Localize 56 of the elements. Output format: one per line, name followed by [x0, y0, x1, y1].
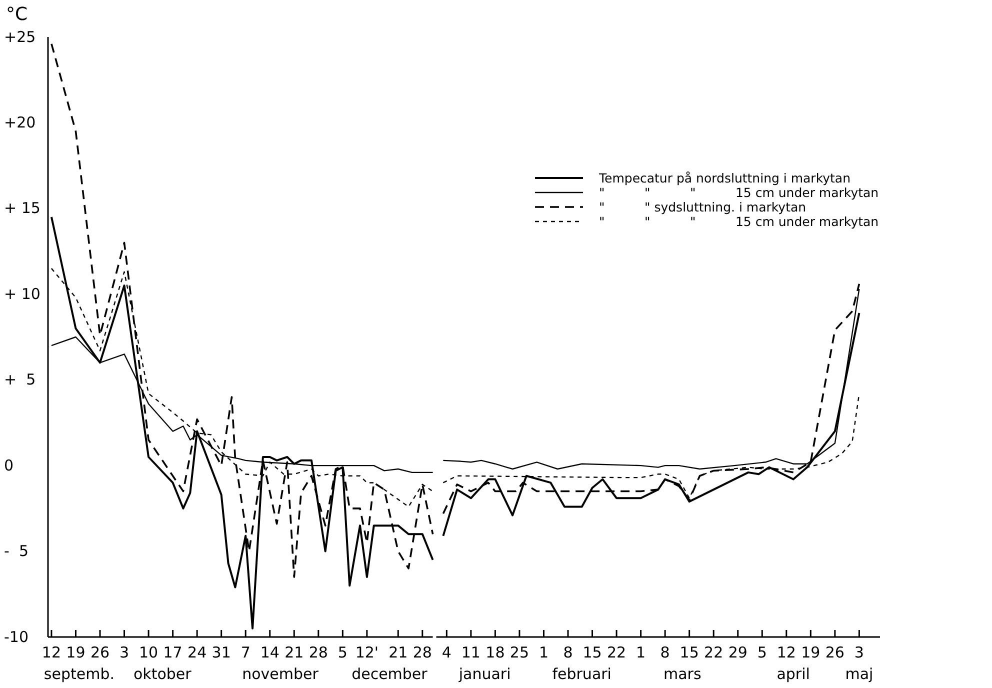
legend-label: " " " 15 cm under markytan [599, 185, 879, 200]
x-tick-label: 15 [582, 644, 602, 662]
x-tick-label: 12 [776, 644, 796, 662]
x-tick-label: 25 [510, 644, 530, 662]
text: januari [458, 665, 511, 683]
x-tick-label: 19 [66, 644, 86, 662]
x-tick-label: 24 [188, 644, 207, 662]
x-tick-label: 22 [704, 644, 724, 662]
x-tick-label: 15 [680, 644, 699, 662]
x-tick-label: 31 [212, 644, 231, 662]
x-tick-label: 26 [90, 644, 110, 662]
text: november [242, 665, 320, 683]
x-tick-label: 1 [538, 644, 549, 662]
x-tick-label: 8 [660, 644, 670, 662]
x-tick-label: 26 [825, 644, 844, 662]
x-tick-label: 3 [854, 644, 864, 662]
text: maj [845, 665, 874, 683]
y-tick-label: + 5 [4, 370, 36, 389]
text: oktober [133, 665, 192, 683]
x-tick-label: 21 [284, 644, 304, 662]
y-axis-title: °C [6, 4, 28, 25]
x-tick-label: 12' [355, 644, 379, 662]
x-tick-label: 19 [801, 644, 820, 662]
x-tick-label: 14 [260, 644, 280, 662]
legend-label: " " sydsluttning. i markytan [599, 200, 806, 214]
text: mars [664, 665, 702, 683]
x-tick-label: 28 [412, 644, 432, 662]
y-tick-label: + 15 [4, 199, 40, 218]
x-tick-label: 28 [308, 644, 328, 662]
x-tick-label: 22 [606, 644, 626, 662]
x-tick-label: 5 [338, 644, 348, 662]
x-tick-label: 17 [163, 644, 182, 662]
legend-label: " " " 15 cm under markytan [599, 214, 879, 229]
x-tick-label: 29 [728, 644, 748, 662]
x-tick-label: 11 [461, 644, 480, 662]
y-tick-label: 0 [4, 456, 14, 474]
text: april [776, 665, 810, 683]
x-tick-label: 21 [388, 644, 408, 662]
x-tick-label: 3 [119, 644, 130, 662]
x-tick-label: 10 [138, 644, 158, 662]
y-tick-label: +25 [4, 28, 36, 46]
text: septemb. [44, 665, 114, 683]
x-tick-label: 4 [442, 644, 452, 662]
text: december [352, 665, 428, 683]
text: februari [552, 665, 612, 683]
y-tick-label: - 5 [4, 542, 28, 560]
x-tick-label: 12 [42, 644, 62, 662]
x-tick-label: 7 [240, 644, 250, 662]
legend-label: Tempecatur på nordsluttning i markytan [598, 170, 850, 186]
x-tick-label: 5 [757, 644, 767, 662]
x-tick-label: 8 [563, 644, 573, 662]
y-tick-label: + 10 [4, 284, 40, 303]
y-tick-label: -10 [4, 628, 28, 646]
x-tick-label: 18 [486, 644, 505, 662]
y-tick-label: +20 [4, 114, 36, 132]
x-tick-label: 1 [636, 644, 646, 662]
